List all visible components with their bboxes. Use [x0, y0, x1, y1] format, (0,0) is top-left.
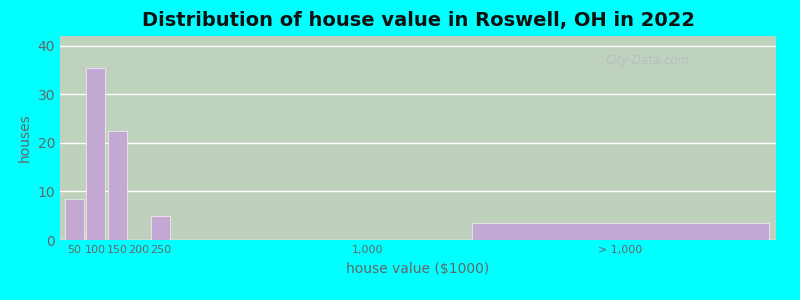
Text: City-Data.com: City-Data.com	[605, 54, 689, 67]
Title: Distribution of house value in Roswell, OH in 2022: Distribution of house value in Roswell, …	[142, 11, 694, 30]
Bar	[108, 131, 126, 240]
X-axis label: house value ($1000): house value ($1000)	[346, 262, 490, 276]
Bar	[150, 216, 170, 240]
Bar	[86, 68, 106, 240]
Bar	[472, 223, 769, 240]
Bar	[65, 199, 84, 240]
Y-axis label: houses: houses	[18, 114, 32, 162]
